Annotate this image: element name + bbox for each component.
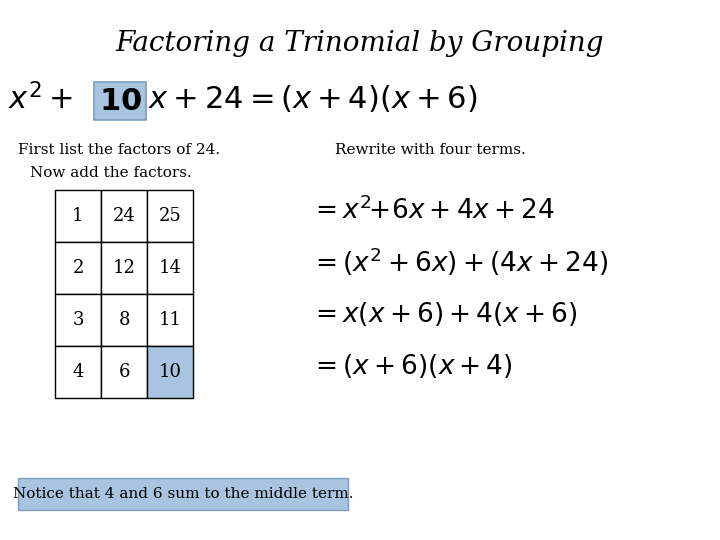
- Bar: [18, 478, 348, 510]
- Bar: [94, 82, 146, 120]
- Text: $= x^2\!\!+\!6x + 4x + 24$: $= x^2\!\!+\!6x + 4x + 24$: [310, 195, 555, 224]
- Text: Rewrite with four terms.: Rewrite with four terms.: [335, 143, 526, 157]
- Bar: [147, 242, 193, 294]
- Text: 25: 25: [158, 207, 181, 225]
- Bar: [101, 242, 147, 294]
- Text: $\mathbf{10}$: $\mathbf{10}$: [99, 85, 142, 117]
- Text: 1: 1: [72, 207, 84, 225]
- Text: Factoring a Trinomial by Grouping: Factoring a Trinomial by Grouping: [116, 30, 604, 57]
- Text: 14: 14: [158, 259, 181, 277]
- Bar: [55, 294, 101, 346]
- Text: Notice that 4 and 6 sum to the middle term.: Notice that 4 and 6 sum to the middle te…: [13, 487, 354, 501]
- Text: 12: 12: [112, 259, 135, 277]
- Text: 11: 11: [158, 311, 181, 329]
- Text: 6: 6: [118, 363, 130, 381]
- Text: 24: 24: [112, 207, 135, 225]
- Bar: [55, 346, 101, 398]
- Text: 10: 10: [158, 363, 181, 381]
- Text: $= (x^2 + 6x) + (4x + 24)$: $= (x^2 + 6x) + (4x + 24)$: [310, 246, 608, 278]
- Text: 3: 3: [72, 311, 84, 329]
- Bar: [55, 190, 101, 242]
- Bar: [55, 242, 101, 294]
- Text: $x^2 +$: $x^2 +$: [8, 84, 73, 116]
- Bar: [147, 190, 193, 242]
- Text: First list the factors of 24.: First list the factors of 24.: [18, 143, 220, 157]
- Text: $= x(x + 6) + 4(x + 6)$: $= x(x + 6) + 4(x + 6)$: [310, 300, 577, 328]
- Text: 2: 2: [72, 259, 84, 277]
- Bar: [101, 346, 147, 398]
- Bar: [147, 346, 193, 398]
- Text: Now add the factors.: Now add the factors.: [30, 166, 192, 180]
- Bar: [101, 294, 147, 346]
- Text: $= (x + 6)(x + 4)$: $= (x + 6)(x + 4)$: [310, 352, 513, 380]
- Text: 8: 8: [118, 311, 130, 329]
- Text: $x + 24 = (x+4)(x+6)$: $x + 24 = (x+4)(x+6)$: [148, 84, 477, 116]
- Text: 4: 4: [72, 363, 84, 381]
- Bar: [147, 294, 193, 346]
- Bar: [101, 190, 147, 242]
